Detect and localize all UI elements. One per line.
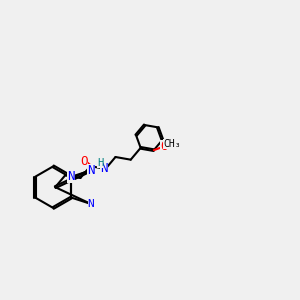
Text: N: N [88, 199, 94, 209]
Text: N: N [68, 170, 75, 183]
Text: O: O [81, 155, 88, 168]
Text: N: N [87, 164, 95, 177]
Text: H: H [97, 158, 103, 169]
Text: N: N [100, 162, 108, 175]
Text: O: O [160, 140, 167, 153]
Text: CH₃: CH₃ [163, 139, 181, 148]
